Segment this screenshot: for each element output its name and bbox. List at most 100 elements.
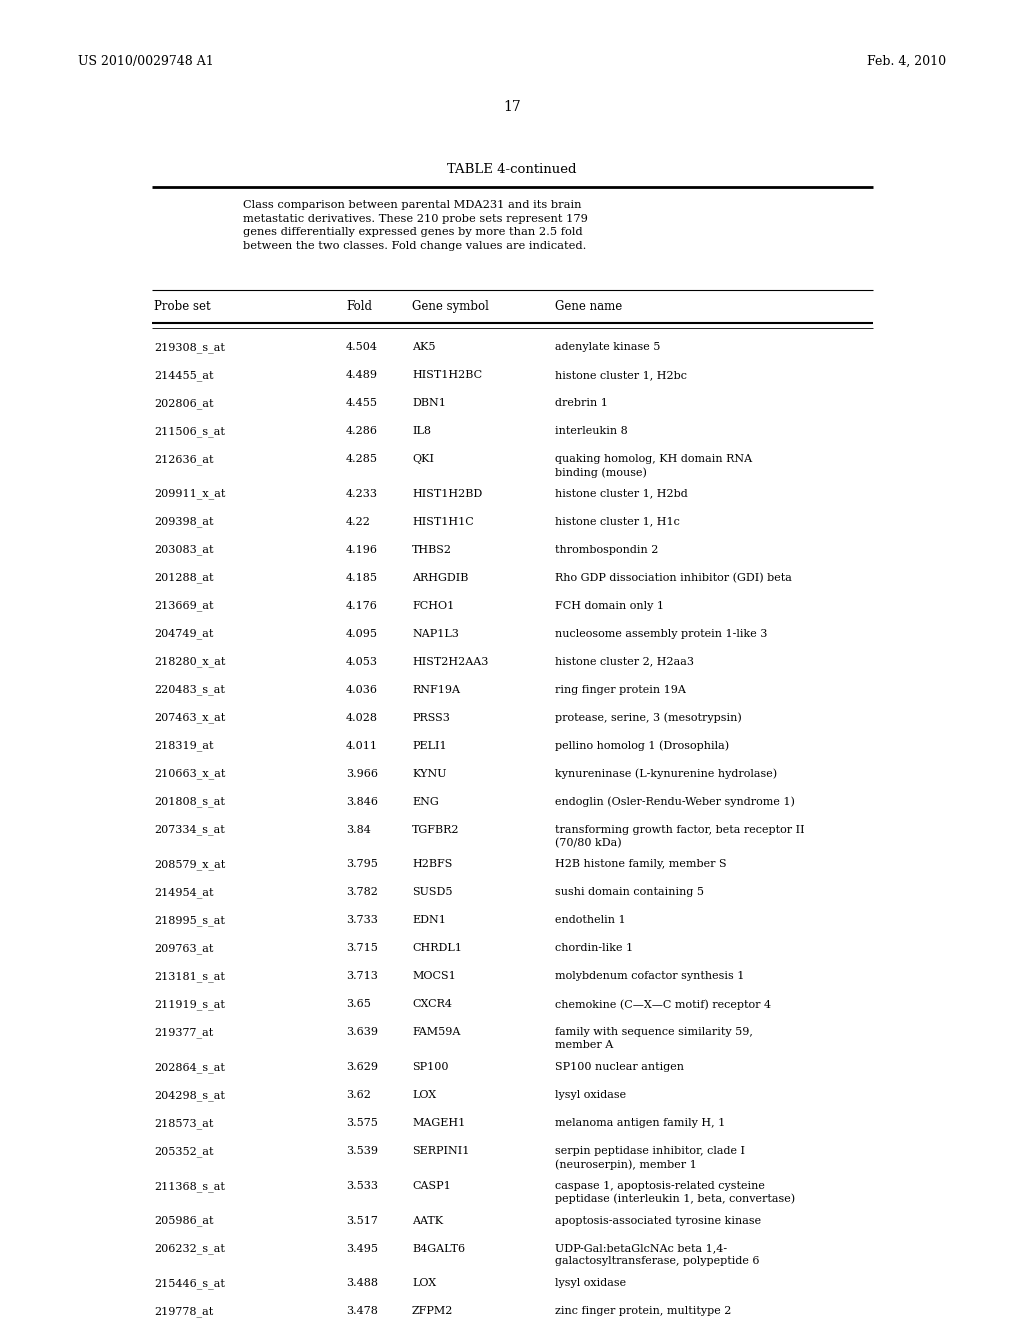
Text: 219377_at: 219377_at <box>154 1027 213 1038</box>
Text: TGFBR2: TGFBR2 <box>412 825 460 834</box>
Text: 3.65: 3.65 <box>346 999 371 1010</box>
Text: 204749_at: 204749_at <box>154 628 213 639</box>
Text: US 2010/0029748 A1: US 2010/0029748 A1 <box>78 55 214 69</box>
Text: 3.478: 3.478 <box>346 1307 378 1316</box>
Text: MOCS1: MOCS1 <box>412 972 456 981</box>
Text: TABLE 4-continued: TABLE 4-continued <box>447 162 577 176</box>
Text: Rho GDP dissociation inhibitor (GDI) beta: Rho GDP dissociation inhibitor (GDI) bet… <box>555 573 792 583</box>
Text: 218280_x_at: 218280_x_at <box>154 657 225 668</box>
Text: serpin peptidase inhibitor, clade I
(neuroserpin), member 1: serpin peptidase inhibitor, clade I (neu… <box>555 1146 745 1170</box>
Text: 215446_s_at: 215446_s_at <box>154 1278 225 1288</box>
Text: 205352_at: 205352_at <box>154 1146 213 1156</box>
Text: 218573_at: 218573_at <box>154 1118 213 1129</box>
Text: histone cluster 1, H1c: histone cluster 1, H1c <box>555 516 680 527</box>
Text: LOX: LOX <box>412 1090 436 1100</box>
Text: 218319_at: 218319_at <box>154 741 213 751</box>
Text: 3.533: 3.533 <box>346 1181 378 1191</box>
Text: Gene name: Gene name <box>555 300 623 313</box>
Text: 214954_at: 214954_at <box>154 887 213 898</box>
Text: HIST1H2BC: HIST1H2BC <box>412 370 482 380</box>
Text: 4.22: 4.22 <box>346 516 371 527</box>
Text: 3.62: 3.62 <box>346 1090 371 1100</box>
Text: 3.846: 3.846 <box>346 797 378 807</box>
Text: melanoma antigen family H, 1: melanoma antigen family H, 1 <box>555 1118 725 1129</box>
Text: 17: 17 <box>503 100 521 114</box>
Text: 3.713: 3.713 <box>346 972 378 981</box>
Text: adenylate kinase 5: adenylate kinase 5 <box>555 342 660 352</box>
Text: 4.185: 4.185 <box>346 573 378 582</box>
Text: CXCR4: CXCR4 <box>412 999 452 1010</box>
Text: sushi domain containing 5: sushi domain containing 5 <box>555 887 705 898</box>
Text: 3.495: 3.495 <box>346 1243 378 1254</box>
Text: drebrin 1: drebrin 1 <box>555 399 608 408</box>
Text: 210663_x_at: 210663_x_at <box>154 768 225 779</box>
Text: THBS2: THBS2 <box>412 545 452 554</box>
Text: FCH domain only 1: FCH domain only 1 <box>555 601 664 611</box>
Text: 214455_at: 214455_at <box>154 370 213 380</box>
Text: nucleosome assembly protein 1-like 3: nucleosome assembly protein 1-like 3 <box>555 628 767 639</box>
Text: thrombospondin 2: thrombospondin 2 <box>555 545 658 554</box>
Text: endoglin (Osler-Rendu-Weber syndrome 1): endoglin (Osler-Rendu-Weber syndrome 1) <box>555 797 795 808</box>
Text: 205986_at: 205986_at <box>154 1216 213 1226</box>
Text: 209911_x_at: 209911_x_at <box>154 488 225 499</box>
Text: 202864_s_at: 202864_s_at <box>154 1063 225 1073</box>
Text: SUSD5: SUSD5 <box>412 887 453 898</box>
Text: 211506_s_at: 211506_s_at <box>154 426 225 437</box>
Text: 4.233: 4.233 <box>346 488 378 499</box>
Text: RNF19A: RNF19A <box>412 685 460 694</box>
Text: PELI1: PELI1 <box>412 741 446 751</box>
Text: 201288_at: 201288_at <box>154 573 213 583</box>
Text: AK5: AK5 <box>412 342 435 352</box>
Text: 4.455: 4.455 <box>346 399 378 408</box>
Text: pellino homolog 1 (Drosophila): pellino homolog 1 (Drosophila) <box>555 741 729 751</box>
Text: chemokine (C—X—C motif) receptor 4: chemokine (C—X—C motif) receptor 4 <box>555 999 771 1010</box>
Text: Class comparison between parental MDA231 and its brain
metastatic derivatives. T: Class comparison between parental MDA231… <box>243 201 588 251</box>
Text: SP100: SP100 <box>412 1063 449 1072</box>
Text: 3.84: 3.84 <box>346 825 371 834</box>
Text: family with sequence similarity 59,
member A: family with sequence similarity 59, memb… <box>555 1027 753 1051</box>
Text: FAM59A: FAM59A <box>412 1027 461 1038</box>
Text: 212636_at: 212636_at <box>154 454 213 465</box>
Text: HIST1H1C: HIST1H1C <box>412 516 474 527</box>
Text: 207463_x_at: 207463_x_at <box>154 713 225 723</box>
Text: 211368_s_at: 211368_s_at <box>154 1181 225 1192</box>
Text: 3.517: 3.517 <box>346 1216 378 1225</box>
Text: chordin-like 1: chordin-like 1 <box>555 944 633 953</box>
Text: histone cluster 1, H2bc: histone cluster 1, H2bc <box>555 370 687 380</box>
Text: 203083_at: 203083_at <box>154 545 213 556</box>
Text: histone cluster 2, H2aa3: histone cluster 2, H2aa3 <box>555 657 694 667</box>
Text: Fold: Fold <box>346 300 372 313</box>
Text: MAGEH1: MAGEH1 <box>412 1118 465 1129</box>
Text: 3.795: 3.795 <box>346 859 378 870</box>
Text: 4.196: 4.196 <box>346 545 378 554</box>
Text: 207334_s_at: 207334_s_at <box>154 825 224 836</box>
Text: 4.036: 4.036 <box>346 685 378 694</box>
Text: 4.028: 4.028 <box>346 713 378 723</box>
Text: 4.285: 4.285 <box>346 454 378 465</box>
Text: DBN1: DBN1 <box>412 399 445 408</box>
Text: 209398_at: 209398_at <box>154 516 213 528</box>
Text: lysyl oxidase: lysyl oxidase <box>555 1090 626 1100</box>
Text: 213181_s_at: 213181_s_at <box>154 972 225 982</box>
Text: 208579_x_at: 208579_x_at <box>154 859 225 870</box>
Text: SP100 nuclear antigen: SP100 nuclear antigen <box>555 1063 684 1072</box>
Text: Probe set: Probe set <box>154 300 211 313</box>
Text: apoptosis-associated tyrosine kinase: apoptosis-associated tyrosine kinase <box>555 1216 761 1225</box>
Text: KYNU: KYNU <box>412 768 446 779</box>
Text: ZFPM2: ZFPM2 <box>412 1307 454 1316</box>
Text: 211919_s_at: 211919_s_at <box>154 999 225 1010</box>
Text: protease, serine, 3 (mesotrypsin): protease, serine, 3 (mesotrypsin) <box>555 713 741 723</box>
Text: zinc finger protein, multitype 2: zinc finger protein, multitype 2 <box>555 1307 731 1316</box>
Text: 4.176: 4.176 <box>346 601 378 611</box>
Text: endothelin 1: endothelin 1 <box>555 915 626 925</box>
Text: H2B histone family, member S: H2B histone family, member S <box>555 859 727 870</box>
Text: caspase 1, apoptosis-related cysteine
peptidase (interleukin 1, beta, convertase: caspase 1, apoptosis-related cysteine pe… <box>555 1181 795 1204</box>
Text: 4.286: 4.286 <box>346 426 378 436</box>
Text: molybdenum cofactor synthesis 1: molybdenum cofactor synthesis 1 <box>555 972 744 981</box>
Text: Feb. 4, 2010: Feb. 4, 2010 <box>867 55 946 69</box>
Text: SERPINI1: SERPINI1 <box>412 1146 469 1156</box>
Text: ENG: ENG <box>412 797 438 807</box>
Text: 4.504: 4.504 <box>346 342 378 352</box>
Text: ring finger protein 19A: ring finger protein 19A <box>555 685 686 694</box>
Text: 4.095: 4.095 <box>346 628 378 639</box>
